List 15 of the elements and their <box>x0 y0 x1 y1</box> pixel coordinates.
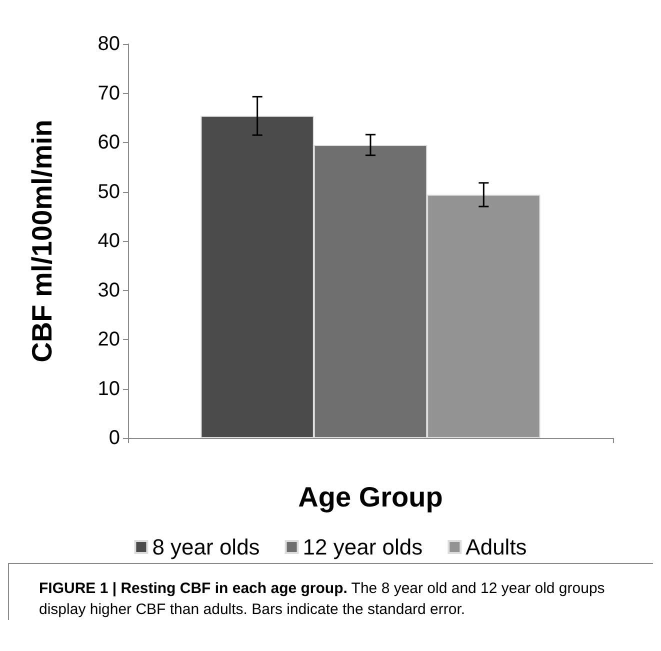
y-tick-label: 70 <box>98 82 120 104</box>
legend-label: Adults <box>466 534 527 560</box>
legend-label: 8 year olds <box>152 534 260 560</box>
y-tick-label: 80 <box>98 33 120 55</box>
y-tick-label: 50 <box>98 180 120 203</box>
y-tick-label: 20 <box>98 328 120 350</box>
y-axis-title: CBF ml/100ml/min <box>26 120 58 362</box>
y-tick-label: 60 <box>98 132 120 154</box>
caption: FIGURE 1 | Resting CBF in each age group. The 8 year old and 12 year old groups display higher CBF than adults. Bars indicate the standard error. <box>8 563 653 620</box>
y-tick-label: 0 <box>108 427 120 449</box>
y-tick-label: 10 <box>98 378 120 400</box>
x-axis-title: Age Group <box>298 482 443 512</box>
legend-label: 12 year olds <box>302 534 423 560</box>
y-tick-label: 40 <box>98 230 120 252</box>
y-tick-label: 30 <box>98 279 120 302</box>
